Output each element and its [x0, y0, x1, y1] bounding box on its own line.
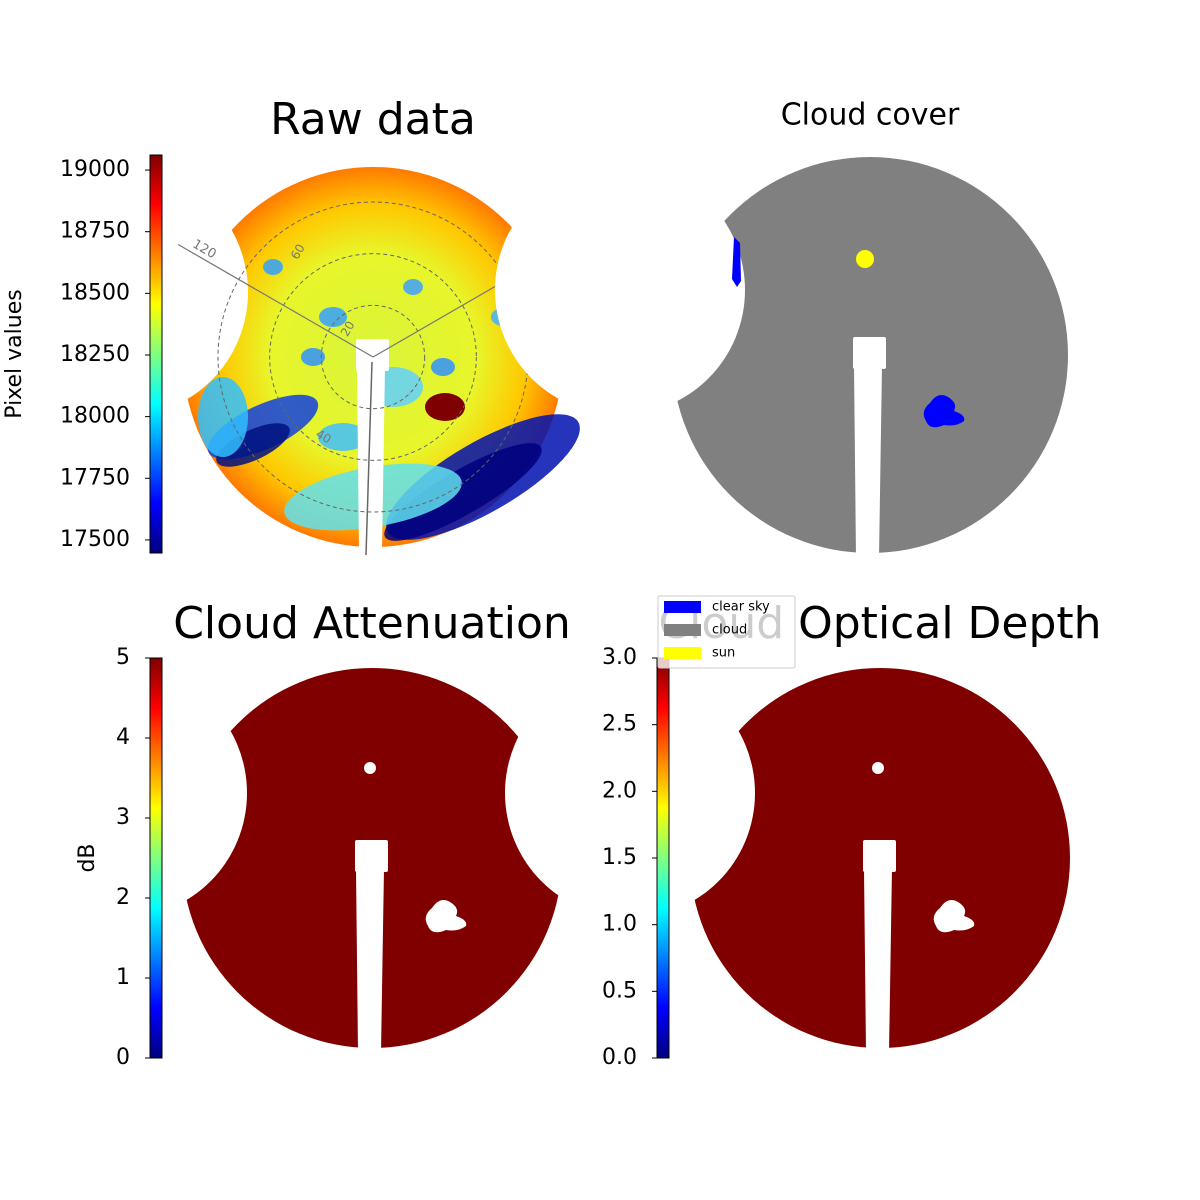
- colorbar-tick-label: 2: [116, 885, 130, 910]
- cloud-texture: [263, 259, 283, 275]
- cloud-texture: [319, 307, 347, 327]
- legend-swatch: [664, 601, 701, 613]
- polar-ring-label: 60: [288, 242, 308, 262]
- colorbar-tick-label: 2.0: [602, 778, 637, 803]
- panel-title: Raw data: [270, 94, 476, 145]
- azimuth-line: [177, 243, 374, 358]
- cloud-texture: [301, 348, 325, 366]
- shade-mask: [853, 337, 886, 369]
- colorbar-tick-label: 2.5: [602, 712, 637, 737]
- sun-mask: [364, 762, 376, 774]
- mask-bite: [505, 668, 755, 918]
- cloud-texture: [384, 443, 542, 541]
- shade-mask: [355, 840, 388, 872]
- legend: clear sky cloud sun: [657, 595, 796, 669]
- legend-swatch: [664, 647, 701, 659]
- legend-label: clear sky: [712, 600, 770, 615]
- colorbar-tick-label: 1.0: [602, 912, 637, 937]
- colorbar-tick-label: 0.5: [602, 978, 637, 1003]
- mast-mask: [357, 367, 385, 552]
- legend-swatch: [664, 624, 701, 636]
- clear-sky-patch: [923, 395, 965, 428]
- cloud-texture: [403, 279, 423, 295]
- cloud-texture: [198, 377, 248, 457]
- colorbar-tick-label: 4: [116, 725, 130, 750]
- colorbar-tick-label: 17750: [60, 465, 130, 490]
- clear-sky-patch: [732, 237, 741, 287]
- mast-line: [365, 361, 373, 556]
- cloud-texture: [431, 358, 455, 376]
- colorbar-tick-label: 18000: [60, 404, 130, 429]
- sun-mask: [872, 762, 884, 774]
- panel: 2040601202401750017750180001825018500187…: [0, 94, 580, 556]
- panel: clear sky cloud sun Cloud cover: [495, 98, 1068, 669]
- mask-bite: [0, 167, 248, 417]
- cloud-texture: [216, 423, 290, 467]
- colorbar-tick-label: 5: [116, 645, 130, 670]
- colorbar-tick-label: 3.0: [602, 645, 637, 670]
- colorbar-tick-label: 18500: [60, 280, 130, 305]
- mask-bite: [495, 165, 745, 415]
- colorbar: [149, 154, 163, 554]
- colorbar-tick-label: 18250: [60, 342, 130, 367]
- colorbar: [149, 657, 163, 1059]
- shade-mask: [356, 339, 389, 371]
- colorbar-tick-label: 17500: [60, 527, 130, 552]
- mast-mask: [854, 365, 882, 558]
- colorbar: [656, 657, 670, 1059]
- clear-sky-mask: [425, 900, 467, 933]
- cloud-texture: [318, 423, 368, 451]
- mast-mask: [864, 868, 892, 1053]
- mask-bite: [0, 668, 247, 918]
- mast-mask: [356, 868, 384, 1053]
- polar-ring-label: 40: [313, 427, 333, 447]
- colorbar-tick-label: 18750: [60, 219, 130, 244]
- colorbar-tick-label: 1.5: [602, 845, 637, 870]
- polar-ring: [320, 304, 426, 410]
- shade-mask: [863, 840, 896, 872]
- colorbar-tick-label: 19000: [60, 157, 130, 182]
- colorbar-tick-label: 3: [116, 805, 130, 830]
- polar-ring-label: 20: [338, 319, 358, 339]
- sun-spot: [425, 393, 465, 421]
- legend-label: sun: [712, 646, 735, 661]
- colorbar-tick-label: 0.0: [602, 1045, 637, 1070]
- polar-ring: [269, 253, 477, 461]
- colorbar-tick-label: 0: [116, 1045, 130, 1070]
- sun: [856, 250, 874, 268]
- clear-sky-mask: [933, 900, 975, 933]
- legend-label: cloud: [712, 623, 747, 638]
- colorbar-tick-label: 1: [116, 965, 130, 990]
- panel-title: Cloud cover: [781, 98, 960, 133]
- colorbar-label: Pixel values: [2, 289, 27, 418]
- panel: 0 1 2 3 4 5 dB Cloud Attenuation: [0, 598, 571, 1070]
- colorbar-label: dB: [75, 843, 100, 872]
- panel-title: Cloud Attenuation: [173, 598, 571, 649]
